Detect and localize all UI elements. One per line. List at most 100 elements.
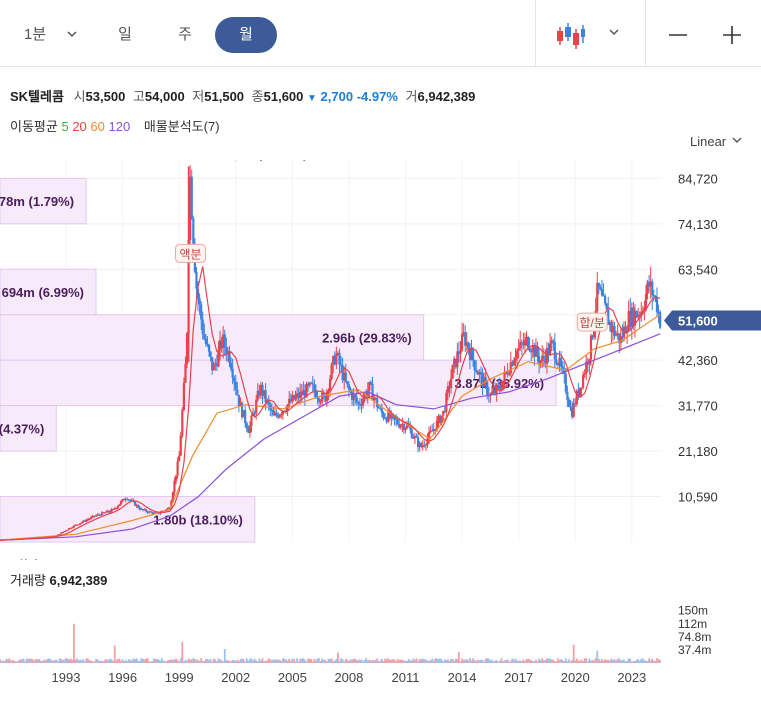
candle-body [148, 511, 151, 513]
volume-bar [36, 659, 39, 663]
volume-bar [560, 659, 562, 663]
candle-body [432, 428, 435, 432]
volume-bar [432, 660, 435, 663]
candle-body [347, 384, 351, 390]
volume-bar [649, 660, 652, 663]
volume-bar [569, 661, 572, 663]
candle-body [435, 420, 439, 431]
candle-body [522, 343, 525, 346]
candle-body [415, 436, 418, 438]
candle-body [622, 326, 626, 338]
volume-bar [85, 658, 88, 663]
low-label: 저 [192, 89, 205, 104]
volume-bar [387, 658, 390, 663]
volume-bar [641, 658, 644, 663]
price-chart[interactable]: 178m (1.79%)694m (6.99%)2.96b (29.83%)3.… [0, 160, 761, 560]
candle-body [437, 415, 440, 421]
volume-bar [30, 658, 33, 663]
candle-body [316, 397, 319, 399]
y-tick-label: 63,540 [678, 262, 718, 277]
candle-body [479, 371, 483, 374]
volume-bar [255, 660, 258, 663]
candle-body [559, 357, 563, 367]
candle-body [196, 288, 200, 299]
x-tick-label: 1999 [165, 670, 194, 685]
candle-body [80, 522, 83, 524]
volume-bar [615, 660, 618, 663]
candle-body [124, 499, 127, 501]
open-label: 시 [73, 89, 86, 104]
volume-bar [541, 658, 544, 663]
volume-bar [179, 658, 182, 663]
candle-body [123, 499, 126, 501]
tab-month[interactable]: 월 [215, 17, 277, 53]
volume-bar [459, 661, 462, 663]
candle-body [478, 371, 481, 375]
volume-bar [634, 660, 636, 663]
candle-body [141, 508, 145, 511]
candle-body [462, 332, 465, 335]
x-tick-label: 2017 [504, 670, 533, 685]
volume-bar [514, 658, 517, 663]
tab-day[interactable]: 일 [118, 26, 132, 43]
volume-bar [10, 660, 12, 663]
chevron-down-icon [608, 17, 620, 58]
candle-body [643, 307, 646, 311]
candle-body [607, 309, 610, 325]
zoom-in-button[interactable] [714, 17, 750, 53]
candle-body [610, 322, 613, 333]
candle-body [427, 431, 431, 439]
candle-body [60, 532, 63, 535]
volume-bar [558, 660, 561, 663]
volume-bar [113, 645, 116, 663]
candle-body [481, 373, 484, 387]
volume-bar [396, 658, 399, 663]
volume-bar [302, 658, 305, 663]
event-marker[interactable]: 액분 [174, 243, 206, 263]
volume-bar [260, 660, 262, 663]
candle-body [361, 398, 365, 406]
candle-body [77, 524, 80, 526]
chart-type-button[interactable] [550, 17, 630, 53]
candle-body [376, 397, 379, 408]
candle-body [545, 348, 549, 364]
volume-bar [525, 659, 528, 663]
candle-body [591, 335, 594, 338]
volume-bar [593, 660, 596, 663]
candle-body [97, 514, 101, 516]
volume-bar [44, 660, 47, 663]
candle-body [632, 307, 635, 326]
volume-bar [616, 658, 619, 663]
zoom-out-button[interactable] [660, 17, 696, 53]
moving-average-legend: 이동평균 5 20 60 120 매물분석도(7) [10, 116, 220, 135]
ma120-line [0, 333, 661, 541]
tab-week[interactable]: 주 [178, 26, 192, 43]
candle-body [184, 363, 187, 383]
volume-bar [275, 659, 278, 663]
event-marker[interactable]: 합/분 [576, 312, 608, 332]
volume-profile-toggle[interactable]: 매물분석도(7) [143, 119, 220, 134]
candle-body [506, 371, 509, 375]
scale-dropdown[interactable]: Linear [690, 134, 744, 149]
volume-bar [577, 660, 580, 663]
candle-body [319, 401, 322, 403]
candle-body [258, 390, 261, 396]
candle-body [321, 393, 324, 402]
volume-bar [52, 660, 55, 663]
candle-body [448, 386, 451, 389]
candle-body [225, 346, 228, 355]
volume-bar [212, 658, 215, 663]
candle-body [308, 382, 311, 386]
volume-bar [38, 658, 41, 663]
candle-body [542, 355, 545, 359]
volume-profile-band [0, 359, 557, 407]
volume-bar [434, 658, 437, 663]
candle-body [416, 437, 420, 448]
chevron-down-icon [66, 17, 78, 67]
quote-line: SK텔레콤 시53,500 고54,000 저51,500 종51,600 ▼ … [10, 86, 475, 105]
volume-bar [297, 661, 300, 663]
period-minute-dropdown[interactable]: 1분 [14, 17, 84, 53]
candle-body [637, 314, 640, 318]
candle-body [93, 515, 96, 517]
